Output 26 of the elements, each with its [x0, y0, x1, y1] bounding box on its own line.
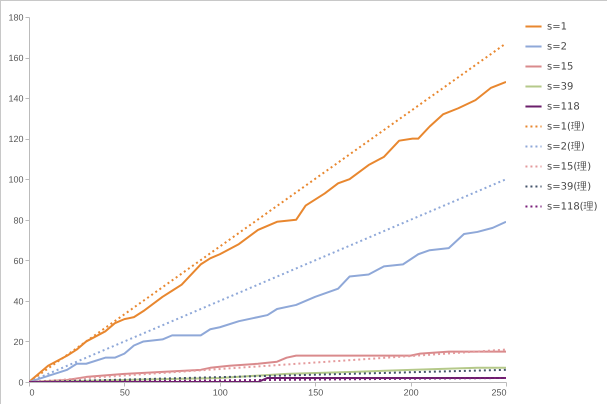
y-tick-label: 40 [13, 296, 24, 306]
y-tick-label: 160 [8, 53, 24, 64]
legend-label: s=39(理) [547, 182, 592, 192]
legend-label: s=118(理) [547, 202, 598, 212]
y-tick-label: 0 [18, 378, 24, 388]
y-tick-label: 140 [8, 94, 24, 104]
x-tick-label: 50 [120, 388, 130, 398]
y-tick-label: 100 [8, 174, 24, 185]
legend-label: s=39 [547, 82, 574, 92]
legend-label: s=1 [547, 22, 567, 32]
legend-label: s=15(理) [547, 162, 592, 172]
y-tick-label: 120 [8, 134, 24, 144]
y-tick-label: 60 [13, 256, 24, 266]
legend-label: s=1(理) [547, 122, 585, 132]
x-tick-label: 100 [212, 388, 228, 398]
y-tick-label: 80 [13, 215, 24, 226]
legend-label: s=118 [547, 102, 580, 112]
legend-label: s=2(理) [547, 142, 585, 152]
y-tick-label: 20 [13, 336, 24, 347]
x-tick-label: 250 [491, 388, 506, 398]
legend-label: s=15 [547, 62, 574, 72]
x-tick-label: 150 [308, 388, 324, 398]
x-tick-label: 0 [30, 388, 35, 398]
legend-label: s=2 [547, 42, 567, 52]
x-tick-label: 200 [404, 388, 419, 398]
y-tick-label: 180 [8, 12, 24, 22]
